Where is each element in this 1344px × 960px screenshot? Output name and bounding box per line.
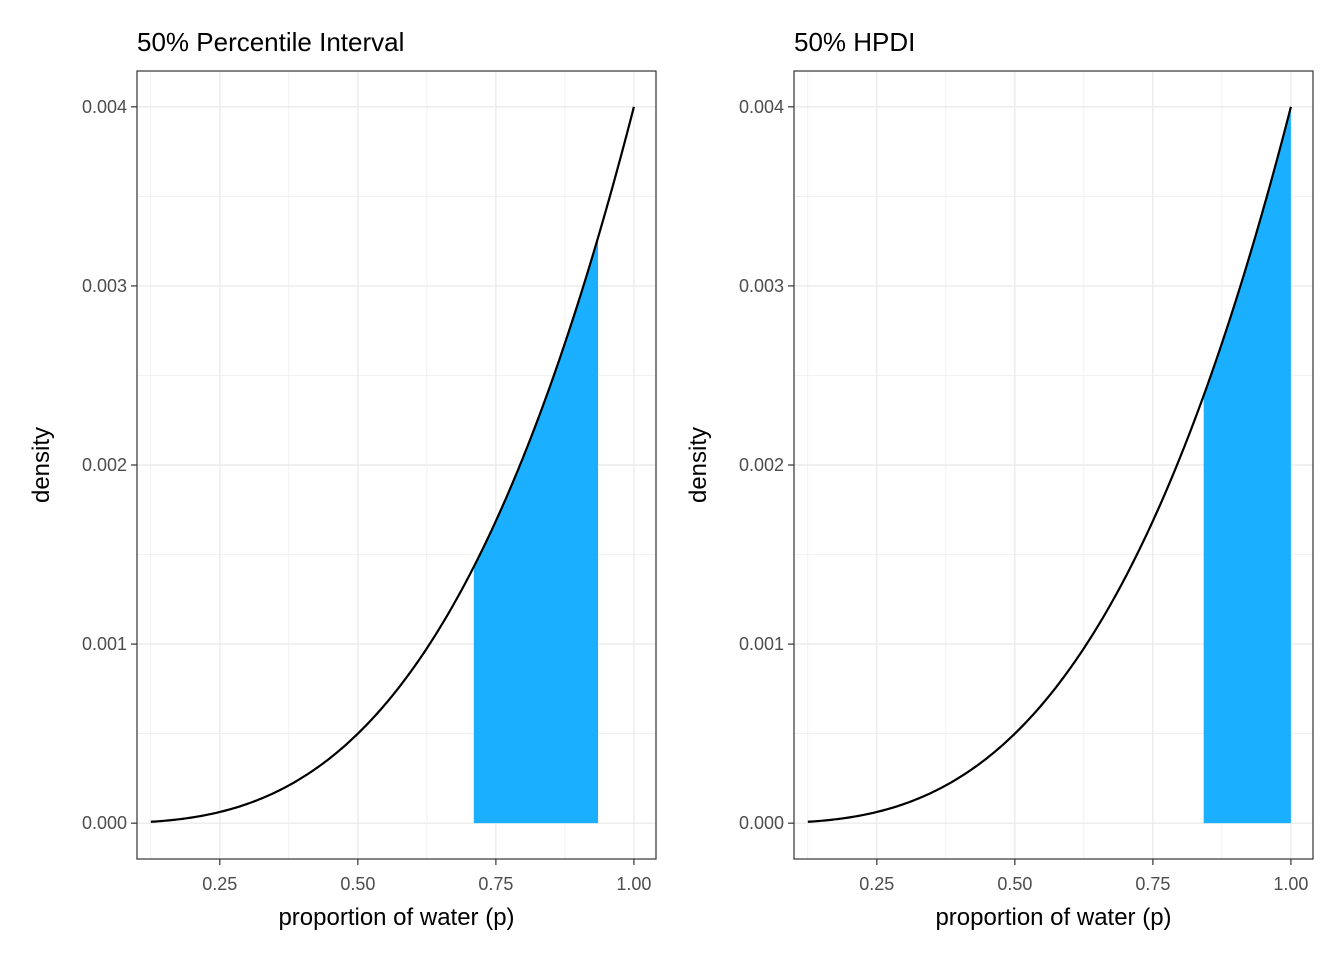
y-tick-label: 0.002 (82, 455, 127, 475)
panel-title: 50% HPDI (794, 27, 915, 57)
y-axis-title: density (685, 427, 712, 503)
x-axis-title: proportion of water (p) (935, 904, 1171, 931)
panel-percentile-interval: 50% Percentile Interval 0.25 0.50 0.75 1.00… (28, 27, 656, 931)
y-tick-label: 0.003 (82, 276, 127, 296)
x-tick-label: 1.00 (616, 874, 651, 894)
x-tick-label: 0.25 (202, 874, 237, 894)
y-tick-label: 0.004 (82, 97, 127, 117)
x-tick-label: 0.25 (859, 874, 894, 894)
y-tick-label: 0.001 (82, 634, 127, 654)
x-tick-label: 1.00 (1273, 874, 1308, 894)
shaded-interval-area (1204, 107, 1291, 823)
panel-title: 50% Percentile Interval (137, 27, 404, 57)
x-tick-label: 0.75 (1135, 874, 1170, 894)
x-tick-label: 0.75 (478, 874, 513, 894)
y-tick-label: 0.000 (739, 813, 784, 833)
y-tick-label: 0.002 (739, 455, 784, 475)
y-tick-label: 0.001 (739, 634, 784, 654)
panel-hpdi: 50% HPDI 0.25 0.50 0.75 1.00 0.000 0.001 0.002… (685, 27, 1313, 931)
y-axis-title: density (28, 427, 55, 503)
y-tick-label: 0.004 (739, 97, 784, 117)
y-tick-label: 0.003 (739, 276, 784, 296)
x-tick-label: 0.50 (997, 874, 1032, 894)
y-tick-label: 0.000 (82, 813, 127, 833)
x-axis-title: proportion of water (p) (278, 904, 514, 931)
x-tick-label: 0.50 (340, 874, 375, 894)
